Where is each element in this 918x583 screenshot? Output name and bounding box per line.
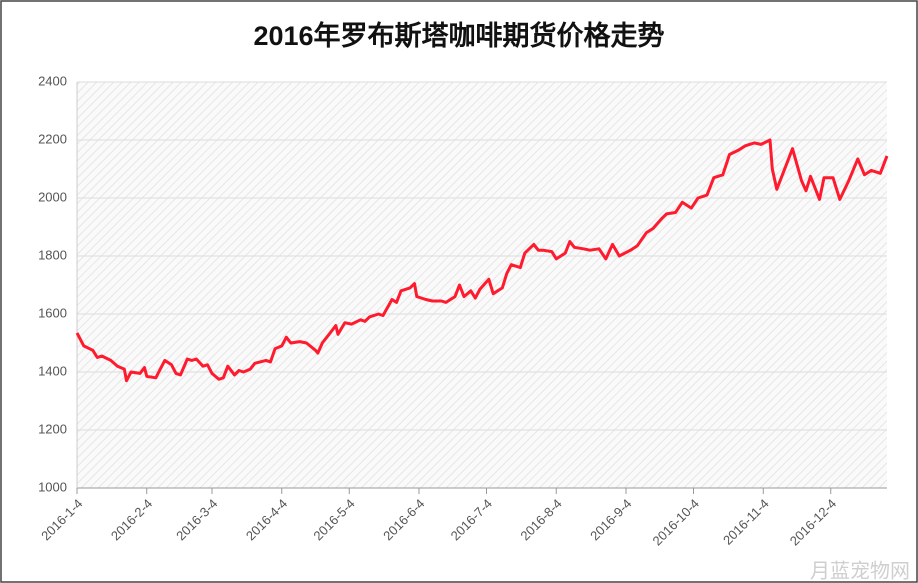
y-tick-label: 1600 (38, 305, 67, 320)
y-tick-label: 1000 (38, 479, 67, 494)
y-tick-label: 1400 (38, 363, 67, 378)
chart-title: 2016年罗布斯塔咖啡期货价格走势 (253, 20, 664, 51)
y-tick-label: 1800 (38, 247, 67, 262)
y-tick-label: 2400 (38, 73, 67, 88)
watermark: 月蓝宠物网 (810, 559, 910, 582)
y-tick-label: 2000 (38, 189, 67, 204)
y-tick-label: 2200 (38, 131, 67, 146)
y-tick-label: 1200 (38, 421, 67, 436)
price-line (75, 138, 889, 383)
